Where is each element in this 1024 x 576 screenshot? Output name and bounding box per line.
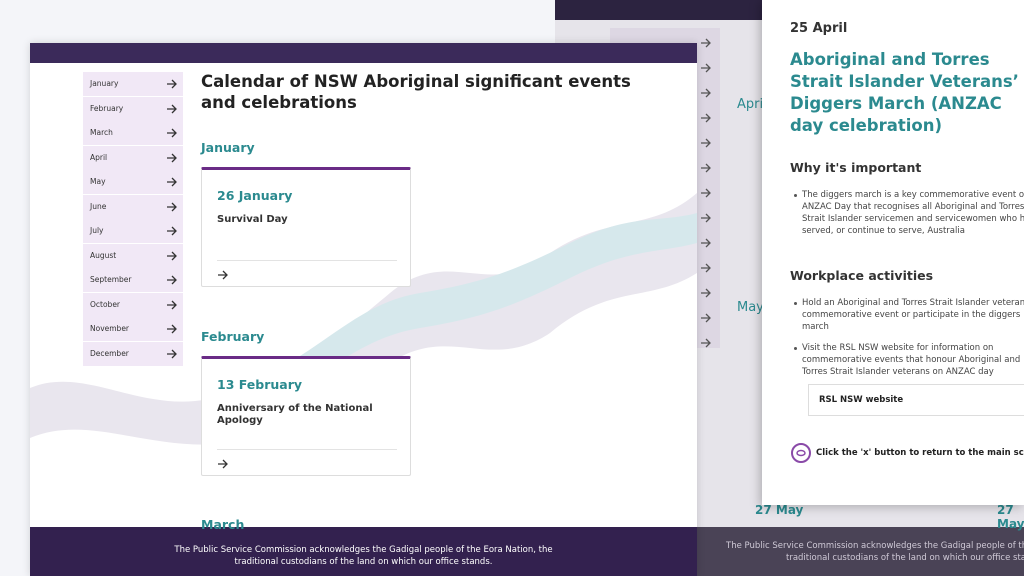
arrow-icon [701,288,711,298]
arrow-icon [701,313,711,323]
card-date: 27 May [755,503,804,517]
sidebar-label: April [90,152,108,162]
divider [217,260,397,261]
card-date: 13 February [217,377,303,392]
arrow-icon [167,324,177,334]
sidebar-link[interactable]: December [83,341,183,367]
arrow-icon [167,128,177,138]
arrow-icon [701,88,711,98]
card-event: Survival Day [217,214,288,225]
sidebar-label: May [90,177,106,186]
event-modal: 25 April Aboriginal and Torres Strait Is… [762,0,1024,505]
arrow-icon [167,275,177,285]
arrow-icon [701,163,711,173]
month-heading: February [201,329,265,344]
sidebar-label: January [90,79,119,88]
arrow-icon [218,270,228,280]
arrow-icon [167,153,177,162]
top-bar [30,43,697,63]
sidebar-label: June [90,201,107,211]
footer-text: The Public Service Commission acknowledg… [174,545,553,555]
arrow-icon [167,177,177,187]
sidebar-link[interactable]: June [83,194,183,220]
month-heading: May [737,300,764,315]
footer-text: traditional custodians of the land on wh… [234,557,493,567]
sidebar-link[interactable]: August [83,243,183,269]
sidebar-link[interactable]: February [83,96,183,122]
footer-text: The Public Service Commission acknowledg… [726,541,1024,551]
arrow-icon [701,113,711,123]
arrow-icon [218,459,228,469]
main-window: Calendar of NSW Aboriginal significant e… [30,43,697,576]
sidebar-link[interactable]: April [83,145,183,171]
arrow-icon [701,338,711,348]
divider [217,449,397,450]
card-event: Anniversary of the National Apology [217,403,373,426]
sidebar-label: November [90,324,130,333]
arrow-icon [167,349,177,358]
sidebar-label: July [90,226,104,235]
sidebar-link[interactable]: May [83,170,183,195]
month-heading: January [201,140,255,155]
month-heading: March [201,517,245,532]
sidebar-link[interactable]: November [83,317,183,342]
event-date: 25 April [790,21,848,36]
sidebar-link[interactable]: July [83,219,183,244]
sidebar-link[interactable]: January [83,72,183,97]
event-card[interactable]: 13 February Anniversary of the National A… [201,356,411,476]
footer-text: traditional custodians of the land on wh… [786,553,1024,563]
arrow-icon [167,79,177,89]
arrow-icon [701,238,711,248]
sidebar-link[interactable]: October [83,292,183,318]
sidebar-label: August [90,250,117,260]
page-title: Calendar of NSW Aboriginal significant e… [201,72,631,112]
sidebar-label: December [90,348,129,358]
sidebar-label: March [90,128,113,137]
card-date: 26 January [217,188,293,203]
sidebar-label: October [90,299,121,309]
footer: The Public Service Commission acknowledg… [30,527,697,576]
arrow-icon [701,213,711,223]
arrow-icon [167,104,177,113]
bullet-text: The diggers march is a key commemorative… [794,189,1024,237]
section-heading: Workplace activities [790,268,934,283]
arrow-icon [167,251,177,260]
sidebar-label: September [90,275,132,284]
sidebar-link[interactable]: September [83,268,183,293]
arrow-icon [167,300,177,309]
arrow-icon [167,226,177,236]
event-title: Aboriginal and Torres Strait Islander Ve… [790,50,1019,135]
arrow-icon [701,38,711,48]
hint-icon [791,443,811,463]
link-button[interactable]: RSL NSW website [808,384,1024,416]
arrow-icon [167,202,177,211]
bullet-text: Hold an Aboriginal and Torres Strait Isl… [794,297,1024,333]
section-heading: Why it's important [790,160,922,175]
sidebar-label: February [90,103,124,113]
hint-text: Click the 'x' button to return to the ma… [816,448,1024,458]
month-heading: Apri [737,97,764,112]
event-card[interactable]: 26 January Survival Day [201,167,411,287]
arrow-icon [701,263,711,273]
arrow-icon [701,138,711,148]
sidebar-link[interactable]: March [83,121,183,146]
decoration [30,193,697,445]
bullet-text: Visit the RSL NSW website for informatio… [794,342,1024,378]
card-date: 27 May [997,503,1024,531]
arrow-icon [701,63,711,73]
arrow-icon [701,188,711,198]
